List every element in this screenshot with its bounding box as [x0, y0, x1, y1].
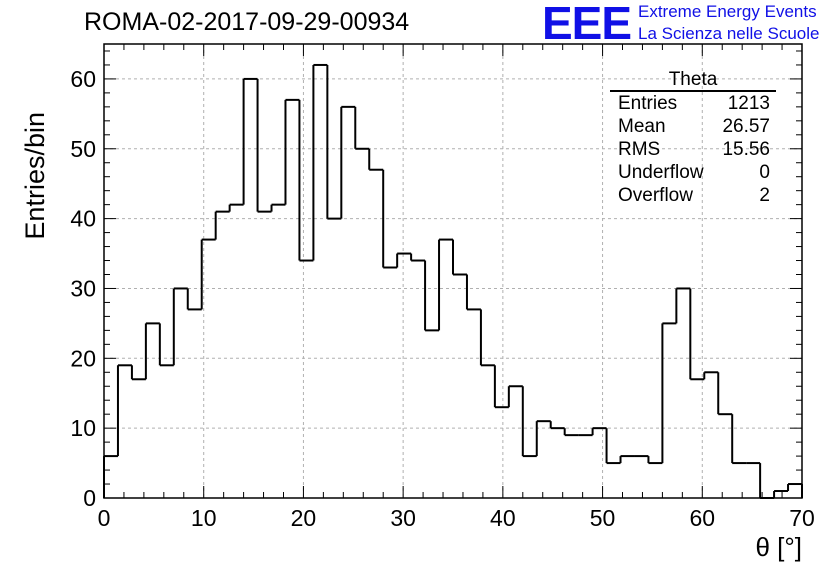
- stats-value: 2: [759, 185, 770, 206]
- stats-row-overflow: Overflow 2: [610, 184, 776, 207]
- stats-value: 15.56: [722, 139, 770, 160]
- eee-logo-caption-2: La Scienza nelle Scuole: [638, 24, 820, 43]
- chart-title: ROMA-02-2017-09-29-00934: [84, 8, 410, 36]
- x-axis-label: θ [°]: [755, 532, 802, 562]
- x-tick-label: 10: [191, 505, 217, 531]
- eee-logo-caption-1: Extreme Energy Events: [638, 2, 817, 21]
- stats-title: Theta: [610, 70, 776, 92]
- stats-value: 26.57: [722, 116, 770, 137]
- y-tick-label: 50: [70, 136, 96, 162]
- x-tick-label: 30: [390, 505, 416, 531]
- y-tick-label: 30: [70, 275, 96, 301]
- y-tick-label: 10: [70, 415, 96, 441]
- x-tick-label: 40: [490, 505, 516, 531]
- x-tick-label: 20: [291, 505, 317, 531]
- y-tick-label: 0: [83, 485, 96, 511]
- y-tick-label: 60: [70, 66, 96, 92]
- y-tick-label: 40: [70, 206, 96, 232]
- stats-label: RMS: [618, 139, 661, 160]
- stats-label: Entries: [618, 93, 678, 114]
- x-tick-label: 60: [689, 505, 715, 531]
- eee-logo: EEE: [542, 0, 632, 49]
- stats-row-entries: Entries 1213: [610, 92, 776, 115]
- x-tick-label: 0: [98, 505, 111, 531]
- stats-box: Theta Entries 1213 Mean 26.57 RMS 15.56 …: [610, 70, 776, 207]
- stats-value: 0: [759, 162, 770, 183]
- stats-label: Mean: [618, 116, 666, 137]
- y-axis-label: Entries/bin: [20, 112, 50, 240]
- stats-row-underflow: Underflow 0: [610, 161, 776, 184]
- stats-label: Overflow: [618, 185, 693, 206]
- stats-label: Underflow: [618, 162, 704, 183]
- y-tick-label: 20: [70, 345, 96, 371]
- stats-value: 1213: [727, 93, 770, 114]
- plot-frame: [103, 43, 803, 499]
- stats-row-rms: RMS 15.56: [610, 138, 776, 161]
- x-tick-label: 50: [590, 505, 616, 531]
- x-tick-label: 70: [789, 505, 815, 531]
- stats-row-mean: Mean 26.57: [610, 115, 776, 138]
